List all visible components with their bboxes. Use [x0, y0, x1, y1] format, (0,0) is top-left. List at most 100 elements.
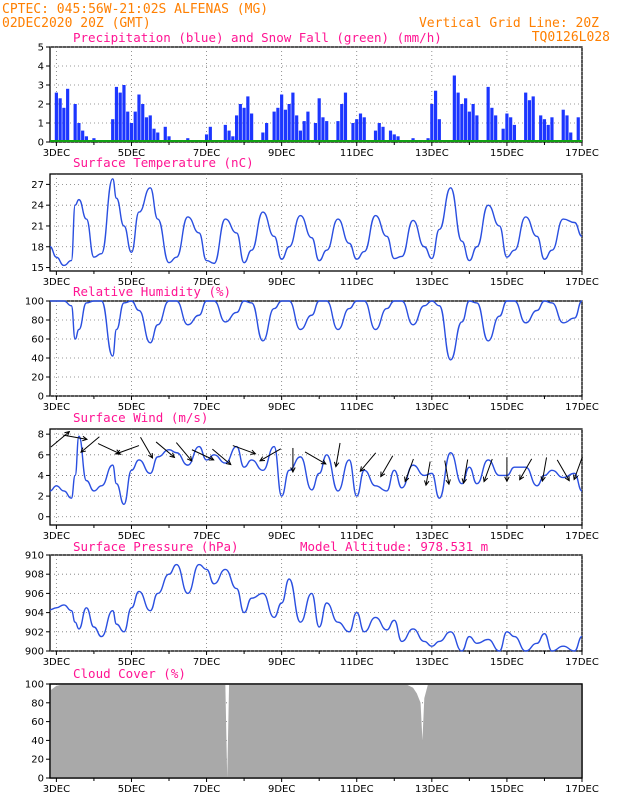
- cloud-title: Cloud Cover (%): [73, 666, 186, 681]
- wind-arrow-head: [80, 447, 86, 453]
- humidity-frame: [49, 300, 583, 397]
- humidity-xtick-label: 15DEC: [490, 402, 524, 413]
- wind-arrow-head: [445, 479, 451, 486]
- wind-arrow: [304, 451, 327, 465]
- precip-bar: [377, 123, 381, 142]
- cloud-xtick-label: 13DEC: [415, 784, 449, 795]
- wind-xtick-label: 15DEC: [490, 531, 524, 542]
- cloud-ytick-label: 40: [31, 736, 44, 747]
- wind-arrow: [116, 445, 140, 455]
- pressure-annotation: Model Altitude: 978.531 m: [300, 539, 488, 554]
- wind-arrow: [80, 436, 100, 453]
- precip-bar: [527, 100, 532, 142]
- cloud-ytick-label: 20: [31, 755, 44, 766]
- humidity-ytick-label: 60: [31, 335, 44, 346]
- temperature-ytick-label: 21: [31, 221, 44, 232]
- precip-bar: [242, 107, 246, 142]
- wind-arrow: [463, 459, 469, 484]
- precip-bar: [336, 121, 340, 142]
- temperature-ytick-label: 27: [31, 180, 44, 191]
- humidity-xtick-label: 9DEC: [268, 402, 295, 413]
- wind-arrow: [573, 456, 583, 480]
- wind-arrow: [97, 443, 121, 455]
- precip-bar: [246, 96, 250, 142]
- precip-bar: [77, 123, 81, 142]
- precip-bar: [576, 117, 580, 142]
- humidity-ytick-label: 0: [38, 392, 44, 403]
- wind-arrow-head: [225, 459, 232, 466]
- cloud-xtick-label: 15DEC: [490, 784, 524, 795]
- precip-ytick-label: 1: [38, 119, 44, 130]
- precip-bar: [430, 104, 434, 142]
- precip-xtick-label: 13DEC: [415, 148, 449, 159]
- wind-arrow-head: [482, 476, 489, 483]
- precip-bar: [501, 128, 505, 142]
- wind-arrow: [175, 442, 193, 462]
- precip-bar: [362, 117, 366, 142]
- humidity-xtick-label: 13DEC: [415, 402, 449, 413]
- wind-arrow-head: [115, 449, 122, 455]
- precip-xtick-label: 5DEC: [118, 148, 145, 159]
- precip-bar: [234, 115, 239, 142]
- wind-ytick-label: 6: [38, 450, 44, 461]
- precip-ytick-label: 3: [38, 81, 44, 92]
- precip-bar: [524, 92, 528, 142]
- temperature-xtick-label: 5DEC: [118, 277, 145, 288]
- wind-line: [49, 435, 583, 506]
- precip-xtick-label: 9DEC: [268, 148, 295, 159]
- wind-arrow: [140, 436, 153, 459]
- wind-arrow-head: [333, 461, 340, 468]
- precip-bar: [486, 86, 490, 142]
- humidity-ytick-label: 100: [25, 297, 44, 308]
- wind-arrow: [380, 455, 394, 477]
- wind-arrow-head: [186, 455, 193, 462]
- precip-bar: [388, 130, 393, 142]
- precip-bar: [306, 111, 310, 142]
- precip-bar: [129, 123, 134, 142]
- pressure-xtick-label: 17DEC: [565, 657, 599, 668]
- temperature-xtick-label: 11DEC: [340, 277, 374, 288]
- precip-bar: [569, 132, 573, 142]
- temperature-ytick-label: 18: [31, 242, 44, 253]
- humidity-xtick-label: 11DEC: [340, 402, 374, 413]
- cloud-xtick-label: 3DEC: [43, 784, 70, 795]
- wind-ytick-label: 2: [38, 492, 44, 503]
- precip-xtick-label: 3DEC: [43, 148, 70, 159]
- humidity-xtick-label: 3DEC: [43, 402, 70, 413]
- pressure-frame: [49, 554, 583, 652]
- wind-arrow: [359, 452, 377, 472]
- wind-arrow: [483, 458, 493, 482]
- wind-arrow-head: [504, 476, 510, 483]
- wind-arrow: [155, 441, 175, 458]
- pressure-xtick-label: 3DEC: [43, 657, 70, 668]
- precip-bar: [433, 90, 438, 142]
- wind-arrow-head: [404, 476, 410, 483]
- temperature-frame: [49, 173, 583, 272]
- precip-bar: [358, 113, 363, 142]
- wind-arrow-head: [208, 455, 215, 461]
- precip-bar: [464, 98, 468, 142]
- precip-xtick-label: 17DEC: [565, 148, 599, 159]
- temperature-xtick-label: 15DEC: [490, 277, 524, 288]
- precip-bar: [381, 126, 385, 142]
- precip-bar: [223, 124, 227, 142]
- precip-bar: [54, 92, 58, 142]
- temperature-title: Surface Temperature (nC): [73, 155, 254, 170]
- wind-xtick-label: 3DEC: [43, 531, 70, 542]
- precip-bar: [471, 104, 475, 142]
- wind-arrow: [259, 448, 282, 462]
- header-date: 02DEC2020 20Z (GMT): [2, 16, 151, 31]
- wind-arrow: [212, 448, 232, 465]
- wind-arrow-head: [359, 466, 366, 473]
- precip-bar: [542, 119, 547, 142]
- humidity-xtick-label: 17DEC: [565, 402, 599, 413]
- wind-arrow: [232, 445, 256, 455]
- wind-arrow-head: [148, 452, 154, 459]
- precip-bar: [460, 104, 464, 142]
- precip-bar: [66, 88, 70, 142]
- wind-arrow: [191, 449, 214, 461]
- wind-arrow-head: [64, 430, 71, 437]
- precip-bar: [144, 117, 149, 142]
- precip-bar: [276, 107, 280, 142]
- temperature-xtick-label: 9DEC: [268, 277, 295, 288]
